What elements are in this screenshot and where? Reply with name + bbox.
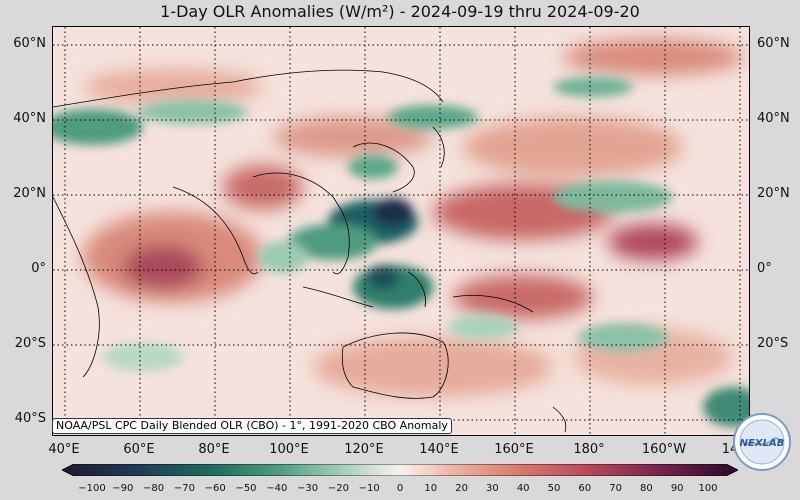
lon-label: 160°W bbox=[641, 442, 687, 457]
colorbar-tick-label: 90 bbox=[670, 483, 684, 494]
colorbar-tick-label: −20 bbox=[327, 483, 349, 494]
lon-label: 60°E bbox=[123, 442, 155, 457]
colorbar-tick-label: −70 bbox=[173, 483, 195, 494]
lon-label: 180° bbox=[573, 442, 605, 457]
lon-label: 100°E bbox=[269, 442, 309, 457]
coastlines bbox=[53, 69, 567, 433]
lat-label-right: 20°N bbox=[757, 186, 790, 201]
colorbar bbox=[62, 464, 738, 476]
colorbar-tick-label: −100 bbox=[78, 483, 106, 494]
lat-label-right: 60°N bbox=[757, 36, 790, 51]
nexlab-logo: NEXLAB bbox=[732, 412, 792, 472]
colorbar-tick-label: −60 bbox=[204, 483, 226, 494]
lat-label-left: 20°S bbox=[14, 336, 46, 351]
negative-anomaly-regions bbox=[53, 77, 749, 427]
colorbar-tick-label: −90 bbox=[112, 483, 134, 494]
lon-label: 80°E bbox=[198, 442, 230, 457]
lat-label-left: 20°N bbox=[13, 186, 46, 201]
lon-label: 160°E bbox=[494, 442, 534, 457]
logo-text: NEXLAB bbox=[740, 438, 785, 449]
colorbar-tick-label: 80 bbox=[640, 483, 653, 494]
colorbar-tick-label: 60 bbox=[578, 483, 592, 494]
lat-label-left: 40°S bbox=[14, 411, 46, 426]
colorbar-tick-label: 0 bbox=[396, 483, 404, 494]
lon-label: 40°E bbox=[48, 442, 80, 457]
colorbar-tick-label: 70 bbox=[609, 483, 622, 494]
colorbar-tick-label: 10 bbox=[424, 483, 438, 494]
colorbar-tick-label: 20 bbox=[455, 483, 468, 494]
colorbar-tick-label: 40 bbox=[516, 483, 530, 494]
lon-label: 140°E bbox=[419, 442, 459, 457]
colorbar-tick-label: −30 bbox=[297, 483, 319, 494]
olr-anomaly-map bbox=[52, 26, 750, 436]
lat-label-right: 40°N bbox=[757, 111, 790, 126]
lat-label-right: 0° bbox=[757, 261, 772, 276]
gridlines bbox=[53, 27, 749, 435]
colorbar-tick-label: 100 bbox=[698, 483, 718, 494]
lon-label: 120°E bbox=[344, 442, 384, 457]
colorbar-tick-label: 30 bbox=[486, 483, 499, 494]
colorbar-tick-label: −80 bbox=[143, 483, 165, 494]
lat-label-left: 0° bbox=[31, 261, 46, 276]
lat-label-left: 40°N bbox=[13, 111, 46, 126]
map-title: 1-Day OLR Anomalies (W/m²) - 2024-09-19 … bbox=[160, 2, 640, 21]
colorbar-tick-label: −10 bbox=[358, 483, 380, 494]
lat-label-right: 20°S bbox=[757, 336, 789, 351]
colorbar-tick-label: −40 bbox=[266, 483, 288, 494]
data-source-caption: NOAA/PSL CPC Daily Blended OLR (CBO) - 1… bbox=[52, 418, 452, 434]
map-field-svg bbox=[53, 27, 749, 435]
lat-label-left: 60°N bbox=[13, 36, 46, 51]
colorbar-tick-label: −50 bbox=[235, 483, 257, 494]
colorbar-tick-label: 50 bbox=[547, 483, 561, 494]
positive-anomaly-regions bbox=[83, 39, 743, 397]
